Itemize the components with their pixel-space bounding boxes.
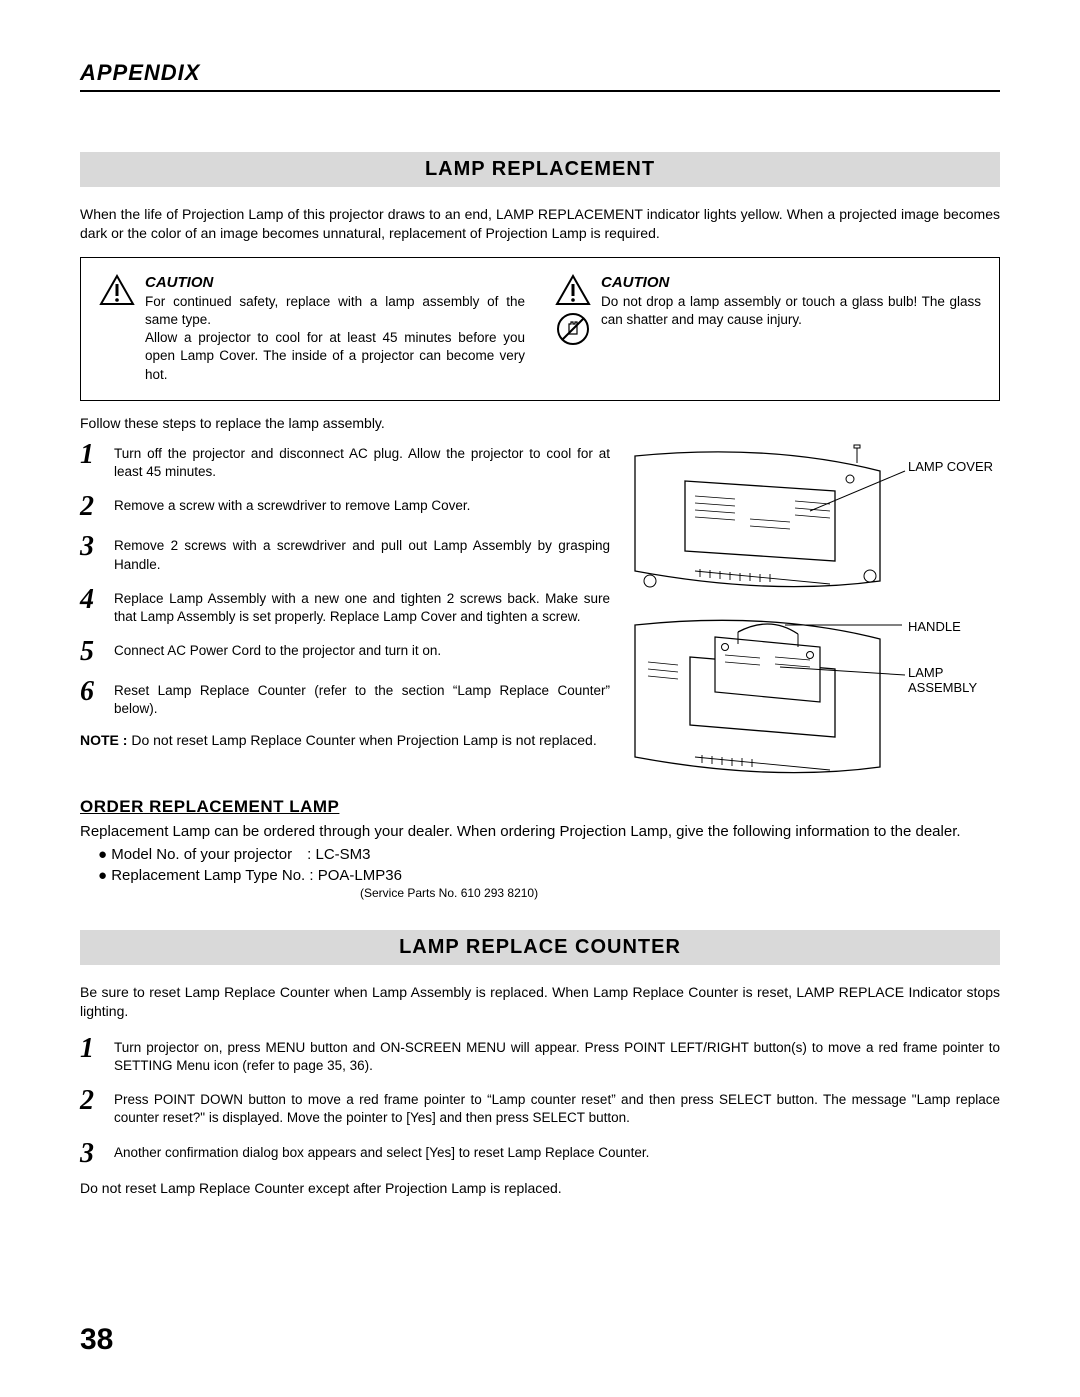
counter-intro: Be sure to reset Lamp Replace Counter wh… <box>80 983 1000 1021</box>
bullet-model-no: ● Model No. of your projector : LC-SM3 <box>98 846 1000 863</box>
caution-left: CAUTION For continued safety, replace wi… <box>99 274 525 384</box>
list-item: 4 Replace Lamp Assembly with a new one an… <box>80 586 610 626</box>
step-text: Turn projector on, press MENU button and… <box>114 1035 1000 1075</box>
step-number: 1 <box>80 441 100 469</box>
lamp-cover-figure <box>630 441 920 601</box>
list-item: 2 Press POINT DOWN button to move a red f… <box>80 1087 1000 1127</box>
no-touch-icon <box>556 312 590 346</box>
step-text: Connect AC Power Cord to the projector a… <box>114 638 610 660</box>
figure-label-handle: HANDLE <box>908 619 961 635</box>
header-rule <box>80 90 1000 92</box>
figure-column: LAMP COVER <box>630 441 1000 787</box>
list-item: 1 Turn off the projector and disconnect A… <box>80 441 610 481</box>
page-header: APPENDIX <box>80 60 1000 86</box>
step-number: 2 <box>80 1087 100 1115</box>
step-text: Press POINT DOWN button to move a red fr… <box>114 1087 1000 1127</box>
service-parts-no: (Service Parts No. 610 293 8210) <box>360 886 1000 900</box>
step-text: Reset Lamp Replace Counter (refer to the… <box>114 678 610 718</box>
note-label: NOTE : <box>80 732 127 748</box>
step-text: Another confirmation dialog box appears … <box>114 1140 1000 1162</box>
figure-label-lamp-cover: LAMP COVER <box>908 459 993 475</box>
intro-paragraph: When the life of Projection Lamp of this… <box>80 205 1000 243</box>
counter-footer: Do not reset Lamp Replace Counter except… <box>80 1180 1000 1196</box>
caution-left-body: For continued safety, replace with a lam… <box>145 293 525 384</box>
figure-label-lamp-assembly: LAMP ASSEMBLY <box>908 665 977 696</box>
list-item: 3 Remove 2 screws with a screwdriver and … <box>80 533 610 573</box>
list-item: 6 Reset Lamp Replace Counter (refer to th… <box>80 678 610 718</box>
caution-right: CAUTION Do not drop a lamp assembly or t… <box>555 274 981 384</box>
step-text: Replace Lamp Assembly with a new one and… <box>114 586 610 626</box>
section-heading-lamp-counter: LAMP REPLACE COUNTER <box>80 930 1000 965</box>
caution-right-body: Do not drop a lamp assembly or touch a g… <box>601 293 981 329</box>
note-text: NOTE : Do not reset Lamp Replace Counter… <box>80 731 610 750</box>
steps-column: 1 Turn off the projector and disconnect A… <box>80 441 610 787</box>
step-number: 3 <box>80 1140 100 1168</box>
step-number: 3 <box>80 533 100 561</box>
step-number: 5 <box>80 638 100 666</box>
note-body: Do not reset Lamp Replace Counter when P… <box>131 732 596 748</box>
step-text: Remove a screw with a screwdriver to rem… <box>114 493 610 515</box>
follow-steps-text: Follow these steps to replace the lamp a… <box>80 415 1000 431</box>
list-item: 3 Another confirmation dialog box appears… <box>80 1140 1000 1168</box>
order-replacement-heading: ORDER REPLACEMENT LAMP <box>80 797 1000 817</box>
step-number: 6 <box>80 678 100 706</box>
list-item: 2 Remove a screw with a screwdriver to re… <box>80 493 610 521</box>
list-item: 5 Connect AC Power Cord to the projector … <box>80 638 610 666</box>
bullet-lamp-type: ● Replacement Lamp Type No. : POA-LMP36 <box>98 867 1000 884</box>
step-number: 4 <box>80 586 100 614</box>
warning-icon <box>99 274 135 306</box>
list-item: 1 Turn projector on, press MENU button an… <box>80 1035 1000 1075</box>
step-text: Remove 2 screws with a screwdriver and p… <box>114 533 610 573</box>
step-number: 1 <box>80 1035 100 1063</box>
caution-left-title: CAUTION <box>145 274 525 291</box>
warning-icon <box>555 274 591 306</box>
order-replacement-text: Replacement Lamp can be ordered through … <box>80 821 1000 842</box>
caution-box: CAUTION For continued safety, replace wi… <box>80 257 1000 401</box>
section-heading-lamp-replacement: LAMP REPLACEMENT <box>80 152 1000 187</box>
step-text: Turn off the projector and disconnect AC… <box>114 441 610 481</box>
caution-right-title: CAUTION <box>601 274 981 291</box>
step-number: 2 <box>80 493 100 521</box>
lamp-assembly-figure <box>630 607 920 787</box>
page-number: 38 <box>80 1323 113 1357</box>
